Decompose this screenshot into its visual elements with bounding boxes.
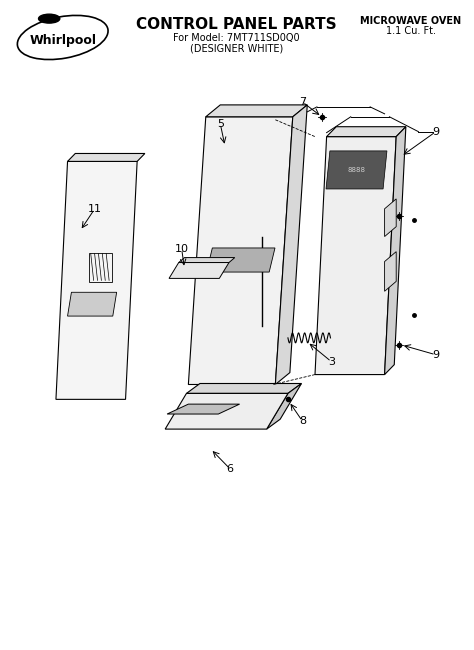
Polygon shape bbox=[206, 105, 307, 117]
Polygon shape bbox=[167, 404, 239, 414]
Text: 6: 6 bbox=[227, 463, 233, 474]
Polygon shape bbox=[326, 151, 387, 189]
Polygon shape bbox=[67, 292, 117, 316]
Text: 3: 3 bbox=[328, 357, 335, 367]
Polygon shape bbox=[327, 127, 406, 136]
Text: Whirlpool: Whirlpool bbox=[29, 34, 96, 47]
Polygon shape bbox=[56, 161, 137, 399]
Polygon shape bbox=[384, 252, 396, 291]
Polygon shape bbox=[179, 257, 235, 263]
Text: 5: 5 bbox=[217, 119, 224, 129]
Polygon shape bbox=[275, 105, 307, 385]
Ellipse shape bbox=[38, 14, 60, 23]
Text: 9: 9 bbox=[432, 127, 439, 136]
Text: (DESIGNER WHITE): (DESIGNER WHITE) bbox=[190, 44, 283, 53]
Text: 8888: 8888 bbox=[347, 167, 365, 173]
Polygon shape bbox=[384, 199, 396, 237]
Polygon shape bbox=[384, 127, 406, 374]
Polygon shape bbox=[186, 384, 301, 393]
Text: 8: 8 bbox=[299, 416, 306, 426]
Polygon shape bbox=[267, 384, 301, 429]
Polygon shape bbox=[188, 117, 293, 385]
Text: 9: 9 bbox=[432, 350, 439, 359]
Polygon shape bbox=[207, 248, 275, 272]
Text: 10: 10 bbox=[174, 244, 189, 254]
Bar bbox=[89, 253, 112, 282]
Polygon shape bbox=[315, 136, 396, 374]
Text: CONTROL PANEL PARTS: CONTROL PANEL PARTS bbox=[137, 17, 337, 32]
Polygon shape bbox=[169, 263, 229, 278]
Text: 1.1 Cu. Ft.: 1.1 Cu. Ft. bbox=[386, 25, 436, 36]
Text: 11: 11 bbox=[88, 204, 101, 214]
Polygon shape bbox=[165, 393, 288, 429]
Text: MICROWAVE OVEN: MICROWAVE OVEN bbox=[360, 16, 461, 25]
Text: For Model: 7MT711SD0Q0: For Model: 7MT711SD0Q0 bbox=[173, 33, 300, 44]
Polygon shape bbox=[67, 153, 145, 161]
Text: 7: 7 bbox=[299, 97, 306, 107]
